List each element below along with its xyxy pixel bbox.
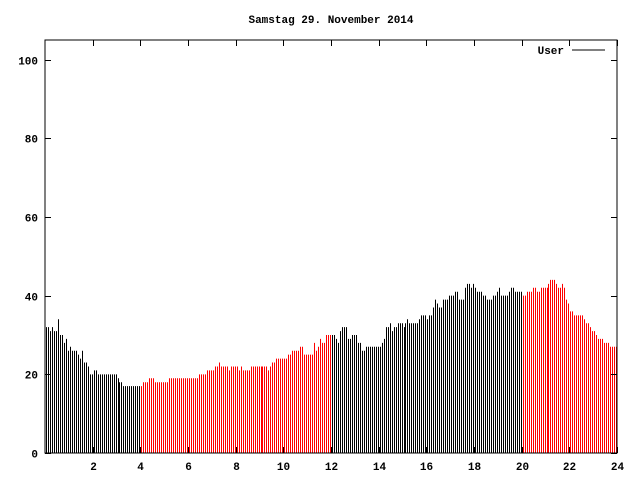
x-tick-label: 22 [563, 462, 576, 474]
y-tick-label: 100 [18, 57, 38, 69]
x-tick-label: 14 [373, 462, 387, 474]
y-tick-label: 80 [25, 135, 38, 147]
y-tick-label: 20 [25, 371, 38, 383]
x-tick-label: 18 [468, 462, 482, 474]
x-tick-label: 16 [420, 462, 433, 474]
x-tick-label: 10 [277, 462, 290, 474]
x-tick-label: 6 [185, 462, 192, 474]
x-tick-label: 24 [611, 462, 625, 474]
legend: User [538, 46, 605, 58]
x-axis: 2 4 6 8 10 12 14 16 18 20 22 24 [90, 40, 624, 474]
y-tick-label: 60 [25, 214, 38, 226]
y-axis: 0 20 40 60 80 100 [18, 57, 617, 462]
x-tick-label: 4 [137, 462, 144, 474]
y-tick-label: 40 [25, 293, 38, 305]
bars [46, 279, 617, 453]
x-tick-label: 2 [90, 462, 97, 474]
chart-title: Samstag 29. November 2014 [248, 15, 413, 27]
y-tick-label: 0 [31, 450, 38, 462]
legend-label: User [538, 46, 564, 58]
x-tick-label: 8 [233, 462, 240, 474]
x-tick-label: 20 [516, 462, 529, 474]
x-tick-label: 12 [325, 462, 338, 474]
